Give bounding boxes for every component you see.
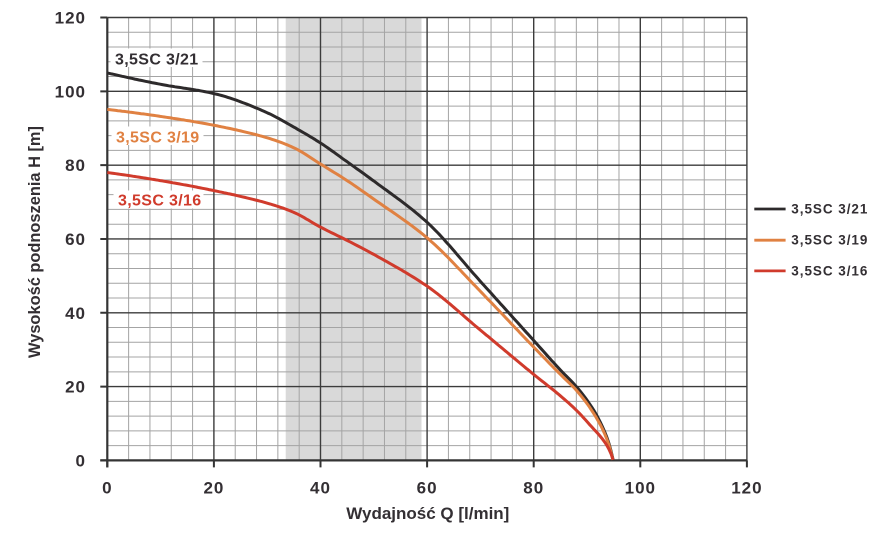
svg-text:0: 0 <box>102 479 112 498</box>
svg-text:60: 60 <box>65 230 86 249</box>
svg-text:120: 120 <box>731 479 762 498</box>
svg-text:100: 100 <box>625 479 656 498</box>
svg-text:40: 40 <box>310 479 331 498</box>
svg-text:3,5SC 3/16: 3,5SC 3/16 <box>118 192 202 209</box>
svg-text:3,5SC 3/16: 3,5SC 3/16 <box>791 263 868 278</box>
svg-text:Wydajność Q [l/min]: Wydajność Q [l/min] <box>346 504 509 523</box>
svg-text:40: 40 <box>65 304 86 323</box>
svg-text:3,5SC 3/19: 3,5SC 3/19 <box>791 233 868 248</box>
svg-text:120: 120 <box>55 9 86 28</box>
svg-text:3,5SC 3/21: 3,5SC 3/21 <box>115 52 199 69</box>
svg-text:3,5SC 3/19: 3,5SC 3/19 <box>116 129 200 146</box>
svg-text:100: 100 <box>55 82 86 101</box>
svg-text:80: 80 <box>65 156 86 175</box>
svg-text:20: 20 <box>65 378 86 397</box>
svg-text:60: 60 <box>417 479 438 498</box>
svg-text:0: 0 <box>76 451 86 470</box>
svg-text:Wysokość podnoszenia H [m]: Wysokość podnoszenia H [m] <box>26 126 44 358</box>
svg-text:20: 20 <box>203 479 224 498</box>
svg-text:80: 80 <box>523 479 544 498</box>
svg-text:3,5SC 3/21: 3,5SC 3/21 <box>791 201 868 216</box>
